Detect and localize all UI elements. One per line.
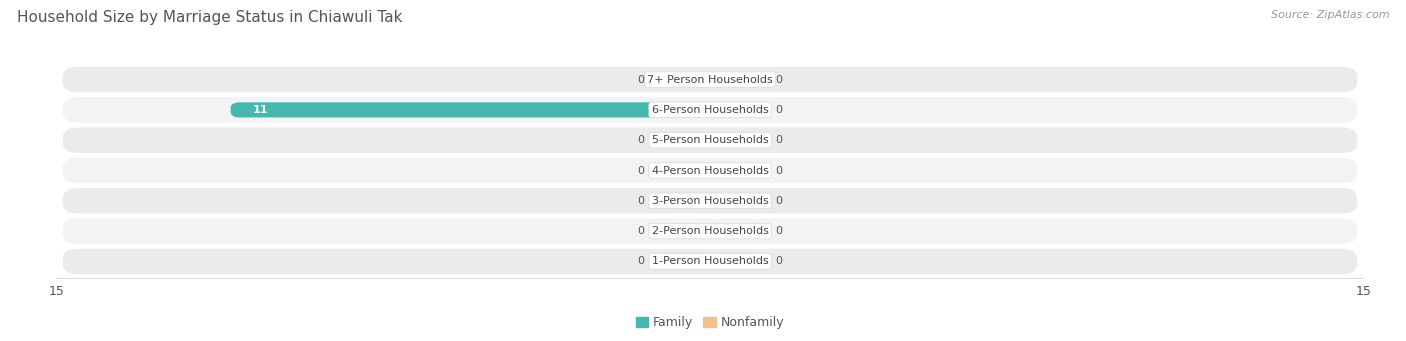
FancyBboxPatch shape xyxy=(710,72,762,87)
Text: 2-Person Households: 2-Person Households xyxy=(651,226,769,236)
FancyBboxPatch shape xyxy=(658,224,710,239)
Text: 7+ Person Households: 7+ Person Households xyxy=(647,75,773,85)
FancyBboxPatch shape xyxy=(231,102,710,117)
Text: 0: 0 xyxy=(638,135,644,145)
Text: 0: 0 xyxy=(776,196,782,206)
FancyBboxPatch shape xyxy=(710,224,762,239)
Text: 1-Person Households: 1-Person Households xyxy=(651,256,769,266)
FancyBboxPatch shape xyxy=(658,72,710,87)
Text: 0: 0 xyxy=(776,226,782,236)
FancyBboxPatch shape xyxy=(63,97,1357,123)
Text: 0: 0 xyxy=(638,226,644,236)
FancyBboxPatch shape xyxy=(63,67,1357,92)
Text: Household Size by Marriage Status in Chiawuli Tak: Household Size by Marriage Status in Chi… xyxy=(17,10,402,25)
FancyBboxPatch shape xyxy=(63,249,1357,274)
Text: 0: 0 xyxy=(638,75,644,85)
FancyBboxPatch shape xyxy=(658,254,710,269)
FancyBboxPatch shape xyxy=(710,133,762,148)
Text: 0: 0 xyxy=(638,256,644,266)
Text: 0: 0 xyxy=(776,105,782,115)
Text: 11: 11 xyxy=(253,105,269,115)
FancyBboxPatch shape xyxy=(710,193,762,208)
Text: 0: 0 xyxy=(638,165,644,176)
Text: 0: 0 xyxy=(776,135,782,145)
FancyBboxPatch shape xyxy=(710,163,762,178)
FancyBboxPatch shape xyxy=(658,193,710,208)
Text: 3-Person Households: 3-Person Households xyxy=(651,196,769,206)
FancyBboxPatch shape xyxy=(658,163,710,178)
Text: 0: 0 xyxy=(776,75,782,85)
Text: Source: ZipAtlas.com: Source: ZipAtlas.com xyxy=(1271,10,1389,20)
Text: 0: 0 xyxy=(776,256,782,266)
Legend: Family, Nonfamily: Family, Nonfamily xyxy=(631,311,789,335)
Text: 6-Person Households: 6-Person Households xyxy=(651,105,769,115)
Text: 0: 0 xyxy=(776,165,782,176)
FancyBboxPatch shape xyxy=(658,133,710,148)
FancyBboxPatch shape xyxy=(63,218,1357,244)
FancyBboxPatch shape xyxy=(710,102,762,117)
FancyBboxPatch shape xyxy=(63,158,1357,183)
Text: 5-Person Households: 5-Person Households xyxy=(651,135,769,145)
FancyBboxPatch shape xyxy=(63,128,1357,153)
Text: 4-Person Households: 4-Person Households xyxy=(651,165,769,176)
Text: 0: 0 xyxy=(638,196,644,206)
FancyBboxPatch shape xyxy=(63,188,1357,213)
FancyBboxPatch shape xyxy=(710,254,762,269)
